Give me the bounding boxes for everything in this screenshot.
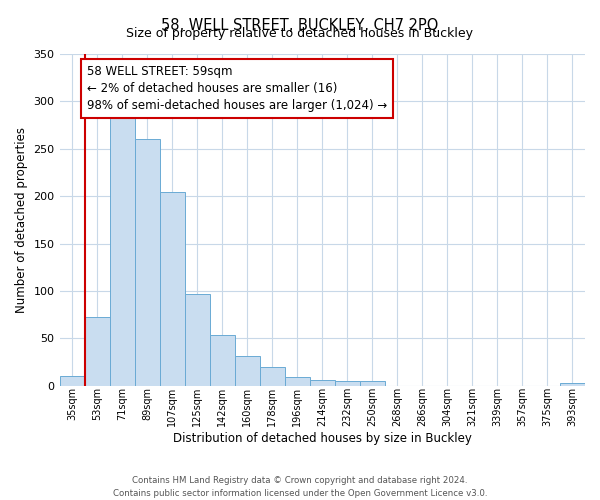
X-axis label: Distribution of detached houses by size in Buckley: Distribution of detached houses by size … [173, 432, 472, 445]
Bar [160, 192, 185, 386]
Bar [59, 376, 85, 386]
Bar [360, 381, 385, 386]
Bar [134, 140, 160, 386]
Y-axis label: Number of detached properties: Number of detached properties [15, 127, 28, 313]
Bar [285, 377, 310, 386]
Text: 58 WELL STREET: 59sqm
← 2% of detached houses are smaller (16)
98% of semi-detac: 58 WELL STREET: 59sqm ← 2% of detached h… [87, 66, 388, 112]
Text: Contains HM Land Registry data © Crown copyright and database right 2024.
Contai: Contains HM Land Registry data © Crown c… [113, 476, 487, 498]
Bar [310, 380, 335, 386]
Bar [110, 114, 134, 386]
Text: 58, WELL STREET, BUCKLEY, CH7 2PQ: 58, WELL STREET, BUCKLEY, CH7 2PQ [161, 18, 439, 32]
Bar [260, 366, 285, 386]
Bar [235, 356, 260, 386]
Bar [85, 318, 110, 386]
Text: Size of property relative to detached houses in Buckley: Size of property relative to detached ho… [127, 28, 473, 40]
Bar [335, 381, 360, 386]
Bar [185, 294, 209, 386]
Bar [209, 334, 235, 386]
Bar [560, 383, 585, 386]
